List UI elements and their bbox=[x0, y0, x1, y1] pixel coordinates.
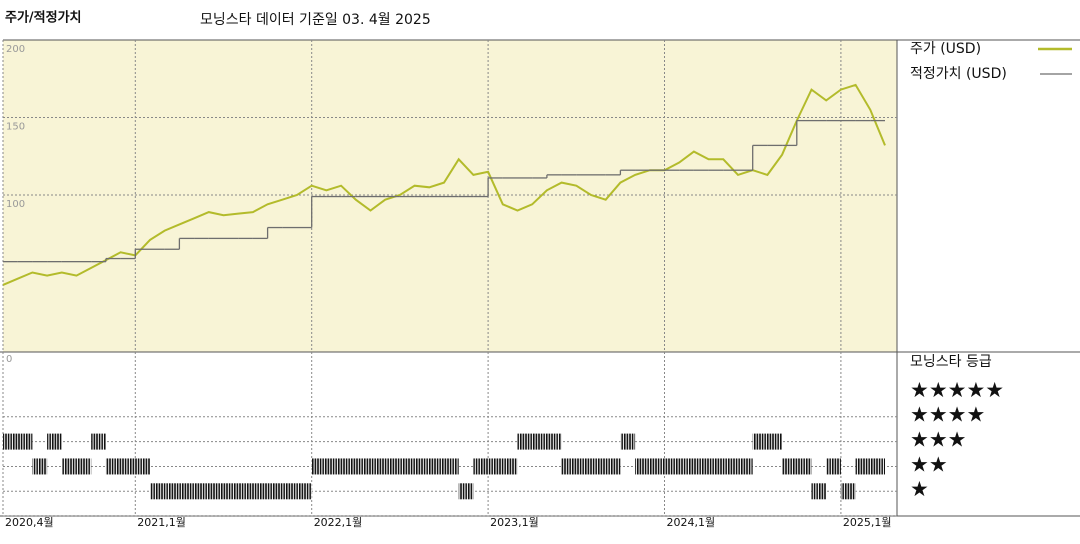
x-tick-label: 2021,1월 bbox=[137, 516, 186, 529]
price-line bbox=[2, 83, 886, 286]
rating-bar bbox=[47, 433, 62, 450]
rating-bar bbox=[150, 483, 312, 500]
rating-bar bbox=[811, 483, 827, 500]
rating-bar bbox=[517, 433, 562, 450]
rating-bar bbox=[620, 433, 636, 450]
rating-bar bbox=[840, 483, 856, 500]
rating-bar bbox=[752, 433, 783, 450]
rating-legend: ★★★ bbox=[910, 427, 966, 451]
rating-legend: ★★★★ bbox=[910, 403, 985, 427]
title: 주가/적정가치 bbox=[5, 10, 82, 26]
rating-bar bbox=[635, 458, 753, 475]
y-tick-label: 100 bbox=[6, 199, 25, 210]
subtitle: 모닝스타 데이터 기준일 03. 4월 2025 bbox=[200, 12, 431, 28]
rating-bar bbox=[32, 458, 48, 475]
rating-bar bbox=[826, 458, 841, 475]
x-tick-label: 2025,1월 bbox=[843, 516, 892, 529]
rating-legend: ★★ bbox=[910, 452, 948, 476]
rating-bar bbox=[91, 433, 106, 450]
rating-title: 모닝스타 등급 bbox=[910, 354, 992, 370]
rating-bar bbox=[61, 458, 92, 475]
rating-bar bbox=[105, 458, 150, 475]
rating-bar bbox=[458, 483, 474, 500]
x-tick-label: 2022,1월 bbox=[314, 516, 363, 529]
x-tick-label: 2023,1월 bbox=[490, 516, 539, 529]
legend-label: 적정가치 (USD) bbox=[910, 66, 1007, 82]
rating-bar bbox=[311, 458, 459, 475]
rating-bar bbox=[855, 458, 885, 475]
y-tick-label: 200 bbox=[6, 44, 25, 55]
x-tick-label: 2020,4월 bbox=[5, 516, 54, 529]
y-tick-label: 0 bbox=[6, 354, 12, 365]
rating-legend: ★ bbox=[910, 477, 929, 501]
y-tick-label: 150 bbox=[6, 122, 25, 133]
rating-bar bbox=[473, 458, 518, 475]
rating-bar bbox=[3, 433, 33, 450]
legend-label: 주가 (USD) bbox=[910, 41, 981, 57]
rating-legend: ★★★★★ bbox=[910, 378, 1004, 402]
x-tick-label: 2024,1월 bbox=[667, 516, 716, 529]
rating-bar bbox=[782, 458, 812, 475]
rating-bar bbox=[561, 458, 621, 475]
